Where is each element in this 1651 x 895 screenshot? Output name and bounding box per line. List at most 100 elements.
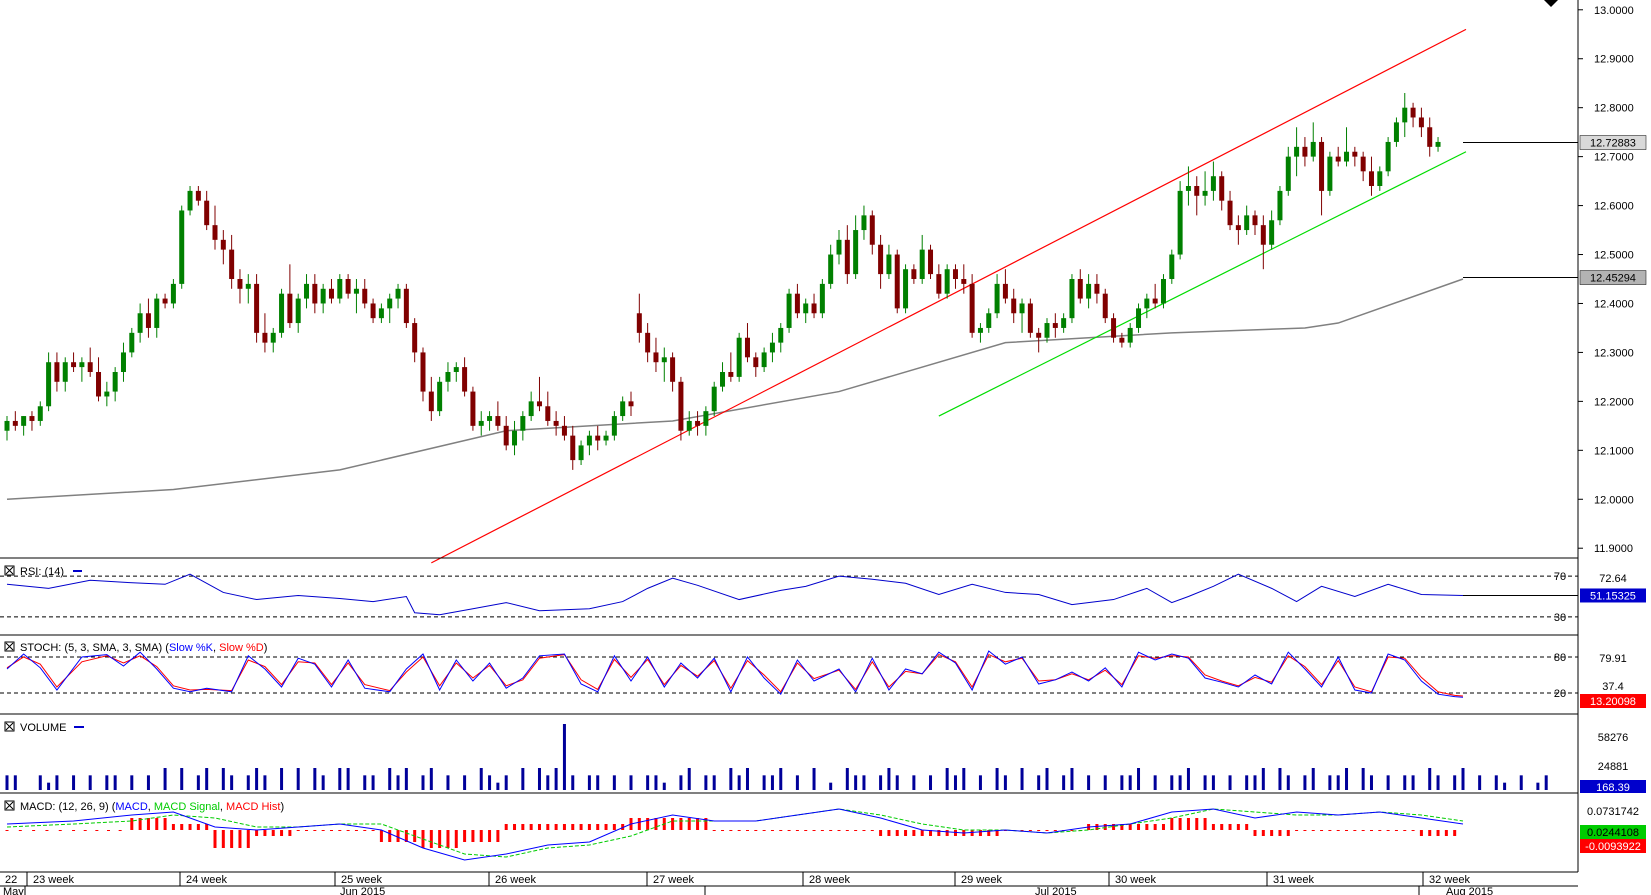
candle-body — [245, 283, 251, 289]
macd-hist-bar — [288, 830, 292, 836]
volume-bar — [1228, 775, 1232, 790]
candle-body — [79, 362, 85, 368]
volume-bar — [995, 768, 999, 790]
candle-body — [1360, 156, 1366, 172]
candle-body — [62, 362, 68, 382]
macd-hist-bar — [155, 818, 159, 830]
volume-bar — [346, 768, 350, 790]
candle-body — [487, 416, 493, 421]
candle-body — [869, 215, 875, 245]
volume-bar — [280, 768, 284, 790]
candle-body — [512, 430, 518, 446]
week-label: 25 week — [341, 874, 382, 886]
volume-bar — [845, 768, 849, 790]
month-labels: May Jun 2015 Jul 2015 Aug 2015 — [3, 886, 1493, 895]
macd-hist-bar — [1345, 830, 1349, 831]
stoch-current-badge: 13.20098 — [1590, 696, 1636, 708]
candle-body — [345, 279, 351, 294]
macd-hist-bar — [995, 830, 999, 836]
volume-bar — [829, 782, 833, 790]
volume-bar — [587, 775, 591, 790]
candle-body — [911, 269, 917, 279]
volume-bar — [854, 775, 858, 790]
volume-bar — [1403, 775, 1407, 790]
candle-body — [736, 337, 742, 377]
volume-bar — [1170, 775, 1174, 790]
macd-hist-bar — [1120, 824, 1124, 830]
macd-hist-bar — [779, 830, 783, 831]
candle-body — [71, 362, 77, 368]
volume-right-label: 58276 — [1598, 732, 1629, 744]
stoch-level-label: 80 — [1554, 652, 1566, 664]
rsi-right-label: 72.64 — [1599, 573, 1627, 585]
candle-body — [37, 406, 43, 421]
macd-hist-bar — [646, 818, 650, 830]
macd-hist-bar — [329, 830, 333, 831]
macd-hist-bar — [1411, 830, 1415, 831]
volume-bar — [546, 775, 550, 790]
macd-hist-bar — [1320, 830, 1324, 831]
month-label: Jul 2015 — [1035, 886, 1077, 895]
stoch-current-badge-bg — [1580, 694, 1646, 708]
candle-body — [21, 416, 27, 426]
volume-bar — [879, 775, 883, 790]
candle-body — [29, 416, 35, 421]
macd-hist-bar — [845, 830, 849, 831]
macd-hist-bar — [1428, 830, 1432, 836]
rsi-close-icon-cross — [5, 566, 14, 575]
macd-hist-bar — [1145, 824, 1149, 830]
candle-body — [919, 249, 925, 279]
candle-body — [1319, 141, 1325, 191]
macd-hist-bar — [188, 824, 192, 830]
candle-body — [295, 298, 301, 324]
volume-bar — [13, 775, 17, 790]
candle-body — [894, 254, 900, 309]
volume-bar — [1003, 775, 1007, 790]
macd-hist-bar — [1020, 830, 1024, 831]
volume-bar — [762, 775, 766, 790]
panel-marker-icon[interactable] — [1544, 0, 1558, 7]
candle-body — [1227, 200, 1233, 226]
volume-bar — [296, 768, 300, 790]
candle-body — [1044, 323, 1050, 338]
stoch-level-label: 20 — [1554, 688, 1566, 700]
volume-bar — [404, 768, 408, 790]
volume-bar — [1128, 775, 1132, 790]
sma-price-badge: 12.45294 — [1590, 273, 1636, 285]
candle-body — [4, 420, 10, 431]
macd-hist-bar — [379, 830, 383, 842]
macd-hist-bar — [504, 824, 508, 830]
volume-bar — [1045, 768, 1049, 790]
candle-body — [1410, 107, 1416, 118]
volume-bar — [978, 775, 982, 790]
macd-hist-bar — [537, 824, 541, 830]
macd-hist-bar — [1361, 830, 1365, 831]
volume-bar — [246, 775, 250, 790]
volume-close-icon-cross — [5, 722, 14, 731]
price-channel — [431, 28, 1467, 564]
volume-bar — [704, 775, 708, 790]
macd-hist-bar — [679, 818, 683, 830]
candle-body — [204, 200, 210, 226]
candle-body — [653, 352, 659, 363]
macd-hist-bar — [1453, 830, 1457, 836]
candle-body — [445, 372, 451, 382]
macd-hist-bar — [987, 830, 991, 836]
macd-hist-bar — [321, 830, 325, 831]
macd-hist-bar — [1278, 830, 1282, 836]
macd-hist-bar — [970, 830, 974, 836]
price-tick-label: 12.1000 — [1594, 445, 1634, 457]
price-panel: 13.0000 12.9000 12.8000 12.7000 12.6000 12.50… — [4, 0, 1647, 564]
price-tick-label: 12.5000 — [1594, 250, 1634, 262]
volume-bar — [812, 768, 816, 790]
candle-body — [553, 420, 559, 426]
macd-hist-bar — [904, 830, 908, 836]
volume-bar — [255, 768, 259, 790]
macd-hist-bar — [45, 830, 49, 831]
macd-hist-bar — [604, 824, 608, 830]
volume-bar — [770, 775, 774, 790]
macd-hist-bar — [1436, 830, 1440, 836]
price-tick-label: 12.3000 — [1594, 347, 1634, 359]
candle-body — [370, 303, 376, 319]
volume-bar — [646, 775, 650, 790]
